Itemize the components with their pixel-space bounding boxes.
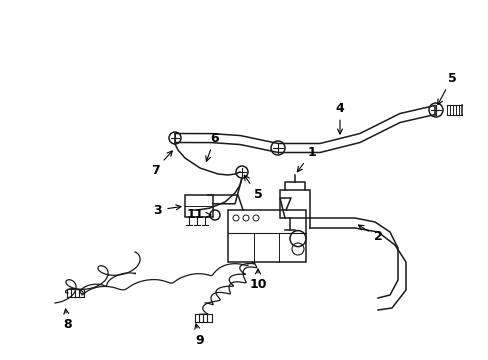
Text: 1: 1 bbox=[297, 145, 316, 172]
Text: 9: 9 bbox=[194, 324, 204, 346]
Text: 4: 4 bbox=[335, 102, 344, 134]
Text: 5: 5 bbox=[244, 175, 262, 202]
Text: 7: 7 bbox=[150, 151, 172, 176]
Text: 11: 11 bbox=[186, 208, 210, 221]
Text: 3: 3 bbox=[153, 203, 181, 216]
Text: 10: 10 bbox=[249, 269, 266, 292]
Text: 8: 8 bbox=[63, 309, 72, 332]
Text: 5: 5 bbox=[437, 72, 455, 104]
Text: 6: 6 bbox=[205, 131, 219, 161]
Text: 2: 2 bbox=[358, 225, 382, 243]
